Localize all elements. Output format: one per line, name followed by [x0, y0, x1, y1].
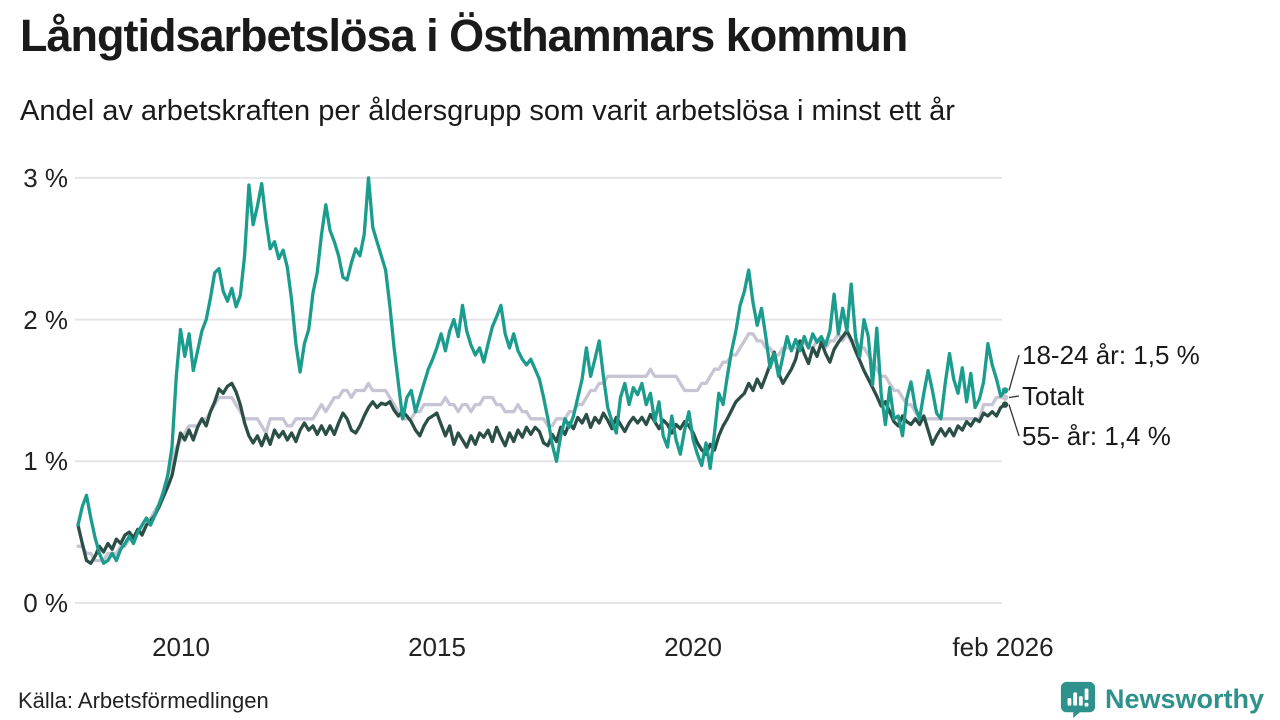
chart-title: Långtidsarbetslösa i Östhammars kommun	[20, 10, 908, 61]
y-axis-tick-label-3: 3 %	[23, 163, 68, 193]
newsworthy-brand: Newsworthy	[1059, 680, 1264, 718]
series-endpoint-dot	[1001, 387, 1009, 394]
newsworthy-logo-icon	[1059, 680, 1097, 718]
source-note: Källa: Arbetsförmedlingen	[18, 688, 269, 713]
annotation-leader-line	[1008, 354, 1020, 391]
series-line-18-24-år	[76, 176, 1007, 565]
y-axis-tick-label-0: 0 %	[23, 588, 68, 618]
x-axis-tick-label-2020: 2020	[664, 632, 722, 662]
series-endpoint-dot	[1001, 401, 1009, 408]
newsworthy-brand-name: Newsworthy	[1104, 683, 1264, 714]
series-label-totalt: Totalt	[1022, 381, 1085, 411]
y-axis-tick-label-1: 1 %	[23, 446, 68, 476]
series-line-totalt	[76, 332, 1007, 563]
chart-subtitle: Andel av arbetskraften per åldersgrupp s…	[20, 95, 955, 127]
series-label-55: 55- år: 1,4 %	[1022, 421, 1171, 451]
annotation-leader-line	[1008, 395, 1020, 399]
x-axis-tick-label-feb-2026: feb 2026	[952, 632, 1054, 662]
x-axis-tick-label-2015: 2015	[408, 632, 466, 662]
annotation-leader-line	[1008, 404, 1020, 437]
series-line-55--år	[76, 329, 1007, 565]
x-axis-tick-label-2010: 2010	[152, 632, 210, 662]
series-label-18-24: 18-24 år: 1,5 %	[1022, 340, 1200, 370]
y-axis-tick-label-2: 2 %	[23, 305, 68, 335]
series-endpoint-dot	[1001, 394, 1009, 401]
